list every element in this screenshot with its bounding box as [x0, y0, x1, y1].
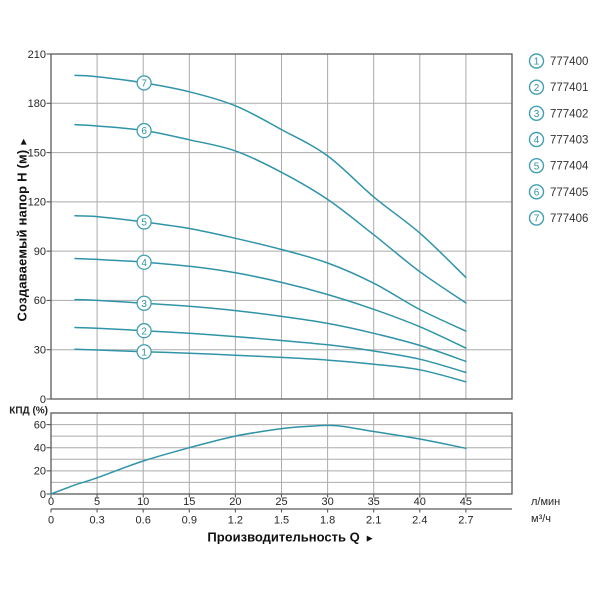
main-y-tick-label: 60: [34, 295, 46, 307]
x-unit-secondary-label: м³/ч: [531, 513, 552, 525]
x-tick-label-lmin: 0: [48, 496, 54, 508]
legend-number-6: 6: [534, 187, 540, 198]
curve-marker-number-4: 4: [141, 258, 147, 269]
main-y-tick-label: 180: [28, 98, 46, 110]
main-y-tick-label: 30: [34, 345, 46, 357]
legend-label-777403: 777403: [550, 135, 588, 147]
eff-y-tick-label: 20: [34, 466, 46, 478]
x-axis-arrow-icon: ►: [364, 533, 375, 545]
legend-circle-7: [528, 210, 545, 226]
legend-circle-4: [528, 131, 545, 148]
curve-marker-circle-3: [136, 295, 152, 311]
x-tick-label-lmin: 20: [229, 496, 241, 508]
legend-label-777405: 777405: [550, 187, 588, 199]
x-tick-label-m3h: 2.7: [458, 515, 473, 527]
x-tick-label-lmin: 35: [368, 496, 380, 508]
x-tick-label-m3h: 1.5: [274, 515, 289, 527]
eff-y-tick-label: 0: [40, 489, 46, 501]
legend-label-777404: 777404: [550, 161, 589, 173]
pump-curve-777405: [74, 123, 467, 304]
x-tick-label-lmin: 45: [460, 496, 472, 508]
pump-curve-777400: [74, 348, 467, 383]
x-tick-label-lmin: 25: [275, 496, 287, 508]
x-unit-primary-label: л/мин: [531, 496, 561, 508]
pump-curve-777403: [74, 257, 467, 349]
x-tick-label-m3h: 0.9: [182, 515, 197, 527]
x-tick-label-m3h: 0: [48, 515, 54, 527]
eff-y-tick-label: 60: [34, 419, 46, 431]
legend-number-4: 4: [534, 135, 540, 146]
x-tick-label-m3h: 0.6: [136, 515, 151, 527]
curve-marker-number-3: 3: [141, 299, 147, 310]
legend-number-5: 5: [534, 161, 540, 172]
eff-y-tick-label: 40: [34, 443, 46, 455]
legend-circle-5: [528, 157, 545, 174]
legend-label-777402: 777402: [550, 108, 588, 120]
y-axis-title-text: Создаваемый напор H (м): [14, 149, 30, 322]
main-y-tick-label: 150: [28, 147, 46, 159]
legend-number-3: 3: [534, 109, 540, 120]
legend-label-777406: 777406: [550, 213, 588, 225]
curve-marker-number-5: 5: [141, 218, 147, 229]
x-tick-label-m3h: 2.1: [366, 515, 381, 527]
efficiency-curve: [50, 424, 467, 495]
main-y-tick-label: 120: [28, 197, 46, 209]
legend-circle-2: [528, 79, 545, 95]
legend-circle-3: [528, 105, 545, 122]
curve-marker-number-7: 7: [141, 79, 147, 90]
curve-marker-circle-2: [136, 323, 152, 339]
x-tick-label-lmin: 15: [183, 496, 195, 508]
x-tick-label-lmin: 5: [94, 496, 100, 508]
curve-marker-circle-6: [136, 122, 152, 139]
legend-circle-1: [528, 53, 545, 69]
legend-circle-6: [528, 184, 545, 200]
y-axis-title: Создаваемый напор H (м) ►: [15, 137, 30, 322]
legend-number-7: 7: [534, 214, 540, 225]
x-tick-label-lmin: 30: [321, 496, 333, 508]
curve-marker-number-6: 6: [141, 126, 147, 137]
curve-marker-circle-7: [136, 75, 152, 91]
main-y-tick-label: 90: [34, 246, 46, 258]
x-tick-label-m3h: 0.3: [89, 515, 104, 527]
legend-number-2: 2: [534, 83, 540, 94]
main-plot-frame: [50, 53, 513, 400]
legend-label-777400: 777400: [550, 56, 588, 68]
y-axis-arrow-icon: ►: [18, 136, 30, 147]
efficiency-axis-title: КПД (%): [9, 405, 48, 417]
curve-marker-number-1: 1: [141, 347, 147, 358]
x-axis-title: Производительность Q ►: [207, 530, 374, 545]
legend-number-1: 1: [534, 57, 540, 68]
x-tick-label-lmin: 10: [137, 496, 149, 508]
x-tick-label-m3h: 1.2: [228, 515, 243, 527]
pump-curve-777402: [74, 298, 467, 363]
pump-curve-777404: [74, 215, 467, 332]
x-tick-label-m3h: 2.4: [412, 515, 427, 527]
curve-marker-circle-4: [136, 254, 152, 270]
x-tick-label-lmin: 40: [414, 496, 426, 508]
legend-label-777401: 777401: [550, 82, 588, 94]
main-y-tick-label: 210: [28, 49, 46, 61]
curve-marker-number-2: 2: [141, 326, 147, 337]
curve-marker-circle-1: [136, 344, 152, 360]
x-axis-title-text: Производительность Q: [207, 529, 360, 545]
x-tick-label-m3h: 1.8: [320, 515, 335, 527]
curve-marker-circle-5: [136, 214, 152, 230]
pump-curve-777406: [74, 74, 467, 279]
main-y-tick-label: 0: [40, 394, 46, 406]
pump-curve-777401: [74, 326, 467, 374]
